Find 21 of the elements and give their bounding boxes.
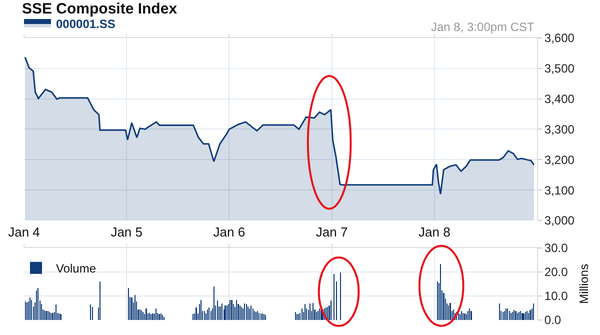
- chart-title: SSE Composite Index: [22, 0, 178, 18]
- y-axis-title: Millions: [576, 264, 591, 304]
- y-tick-label: 3,200: [544, 152, 575, 167]
- text: Jan 8, 3:00pm CST: [431, 20, 536, 34]
- x-tick-label: Jan 7: [316, 224, 348, 240]
- y-tick-label: 20.0: [544, 265, 568, 280]
- legend-label: Volume: [56, 262, 96, 276]
- y-tick-label: 0.0: [544, 313, 562, 328]
- x-tick-label: Jan 4: [8, 224, 40, 240]
- x-tick-label: Jan 6: [213, 224, 246, 240]
- y-tick-label: 3,400: [544, 92, 575, 106]
- y-tick-label: 30.0: [544, 240, 568, 255]
- y-tick-label: 3,000: [544, 214, 575, 228]
- y-tick-label: 10.0: [544, 289, 568, 304]
- x-tick-label: Jan 5: [110, 224, 143, 240]
- y-tick-label: 3,100: [544, 183, 575, 198]
- y-tick-label: 3,600: [544, 31, 575, 46]
- x-tick-label: Jan 8: [418, 224, 450, 240]
- legend-label: 000001.SS: [56, 17, 116, 32]
- y-tick-label: 3,500: [544, 62, 575, 76]
- y-tick-label: 3,300: [544, 122, 575, 136]
